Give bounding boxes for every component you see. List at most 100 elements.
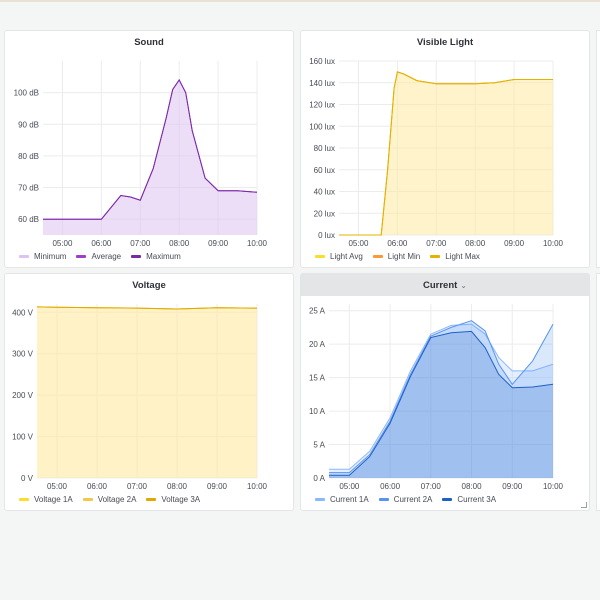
voltage-panel[interactable]: Voltage 0 V 100 V 200 V 300 V 400 V 05:00 06:0… [4, 273, 294, 511]
legend-label: Minimum [34, 252, 67, 261]
x-tick-label: 08:00 [167, 482, 188, 491]
y-tick-label: 140 lux [309, 79, 335, 88]
legend-item[interactable]: Light Min [372, 252, 421, 261]
x-tick-label: 08:00 [169, 239, 190, 248]
legend-label: Voltage 1A [34, 495, 73, 504]
y-tick-label: 70 dB [18, 184, 39, 193]
legend-item[interactable]: Current 3A [442, 495, 496, 504]
panel-title-text: Visible Light [416, 36, 474, 48]
legend-swatch [76, 255, 87, 258]
y-tick-label: 100 lux [309, 122, 335, 131]
x-tick-label: 07:00 [421, 482, 442, 491]
legend-label: Current 1A [330, 495, 369, 504]
x-tick-label: 05:00 [348, 239, 369, 248]
legend-item[interactable]: Light Avg [315, 252, 363, 261]
x-tick-label: 10:00 [543, 239, 564, 248]
x-tick-label: 07:00 [130, 239, 151, 248]
x-tick-label: 08:00 [465, 239, 486, 248]
legend-label: Voltage 3A [161, 495, 201, 504]
current-panel[interactable]: Current ⌄ 0 A 5 A 10 A 15 A 20 A 25 A 05:00 06:0… [300, 273, 590, 511]
x-tick-label: 05:00 [52, 239, 73, 248]
y-tick-label: 0 lux [318, 231, 335, 240]
legend-swatch [430, 255, 441, 258]
legend-item[interactable]: Current 1A [315, 495, 369, 504]
y-tick-label: 60 dB [18, 215, 39, 224]
series-line-current-1a[interactable] [329, 323, 554, 470]
panel-title-text: Sound [134, 36, 164, 48]
legend-swatch [19, 498, 29, 501]
offscreen-panel-edge [596, 273, 600, 511]
voltage-legend: Voltage 1A Voltage 2A Voltage 3A [19, 495, 200, 504]
series-area-minimum [43, 80, 257, 235]
x-tick-label: 05:00 [47, 482, 68, 491]
legend-item[interactable]: Voltage 3A [146, 495, 200, 504]
series-line-voltage-3a[interactable] [36, 306, 258, 310]
x-tick-label: 10:00 [247, 239, 268, 248]
y-tick-label: 60 lux [314, 166, 335, 175]
legend-label: Light Min [387, 252, 421, 261]
x-tick-label: 06:00 [380, 482, 401, 491]
legend-item[interactable]: Maximum [131, 252, 181, 261]
series-area-current-3a [329, 331, 553, 478]
legend-item[interactable]: Light Max [430, 252, 480, 261]
legend-label: Current 2A [393, 495, 433, 504]
legend-item[interactable]: Minimum [19, 252, 66, 261]
chevron-down-icon[interactable]: ⌄ [460, 280, 467, 290]
legend-label: Maximum [146, 252, 181, 261]
legend-swatch [442, 498, 453, 501]
resize-handle-icon[interactable] [581, 502, 587, 508]
y-tick-label: 160 lux [309, 57, 335, 66]
legend-swatch [378, 498, 389, 501]
y-tick-label: 80 dB [18, 152, 39, 161]
legend-swatch [315, 255, 325, 258]
x-tick-label: 06:00 [91, 239, 112, 248]
x-tick-label: 09:00 [207, 482, 228, 491]
series-area-voltage-1a [37, 306, 257, 478]
visible-light-panel[interactable]: Visible Light 0 lux 20 lux 40 lux 60 lux 80 … [300, 30, 590, 268]
series-area-maximum [43, 80, 257, 235]
y-tick-label: 120 lux [309, 101, 335, 110]
y-tick-label: 0 A [313, 474, 325, 483]
panel-title-visible-light[interactable]: Visible Light [301, 31, 589, 53]
panel-title-current[interactable]: Current ⌄ [301, 274, 589, 296]
series-line-current-3a[interactable] [329, 330, 554, 476]
y-tick-label: 400 V [12, 308, 34, 317]
panel-title-voltage[interactable]: Voltage [5, 274, 293, 296]
top-border [0, 0, 600, 2]
x-tick-label: 05:00 [339, 482, 360, 491]
x-tick-label: 06:00 [387, 239, 408, 248]
y-tick-label: 80 lux [314, 144, 335, 153]
y-tick-label: 10 A [309, 407, 326, 416]
series-area-voltage-3a [37, 307, 257, 478]
current-chart[interactable]: 0 A 5 A 10 A 15 A 20 A 25 A 05:00 06:00 07:00 08:… [301, 296, 590, 492]
x-tick-label: 10:00 [543, 482, 564, 491]
series-line-maximum[interactable] [43, 79, 258, 220]
sound-panel[interactable]: Sound 60 dB 70 dB 80 dB 90 dB 100 dB 05:00 06:… [4, 30, 294, 268]
series-area-current-1a [329, 324, 553, 478]
visible-light-chart[interactable]: 0 lux 20 lux 40 lux 60 lux 80 lux 100 lux 120 … [301, 53, 590, 249]
legend-item[interactable]: Voltage 1A [19, 495, 73, 504]
y-tick-label: 25 A [309, 307, 326, 316]
legend-item[interactable]: Voltage 2A [82, 495, 137, 504]
offscreen-panel-edge [596, 30, 600, 268]
legend-item[interactable]: Average [76, 252, 121, 261]
voltage-chart[interactable]: 0 V 100 V 200 V 300 V 400 V 05:00 06:00 07:00 08… [5, 296, 294, 492]
sound-chart[interactable]: 60 dB 70 dB 80 dB 90 dB 100 dB 05:00 06:00 07:0… [5, 53, 294, 249]
x-tick-label: 07:00 [426, 239, 447, 248]
x-tick-label: 09:00 [208, 239, 229, 248]
legend-swatch [315, 498, 325, 501]
legend-label: Voltage 2A [97, 495, 137, 504]
series-line-light-max[interactable] [339, 71, 553, 236]
visible-light-legend: Light Avg Light Min Light Max [315, 252, 480, 261]
x-tick-label: 08:00 [462, 482, 483, 491]
x-tick-label: 09:00 [504, 239, 525, 248]
y-tick-label: 15 A [309, 374, 326, 383]
current-legend: Current 1A Current 2A Current 3A [315, 495, 496, 504]
panel-title-sound[interactable]: Sound [5, 31, 293, 53]
legend-item[interactable]: Current 2A [378, 495, 433, 504]
y-tick-label: 100 V [12, 433, 34, 442]
legend-label: Light Avg [330, 252, 363, 261]
legend-swatch [146, 498, 157, 501]
series-line-current-2a[interactable] [329, 320, 554, 474]
y-tick-label: 90 dB [18, 120, 39, 129]
